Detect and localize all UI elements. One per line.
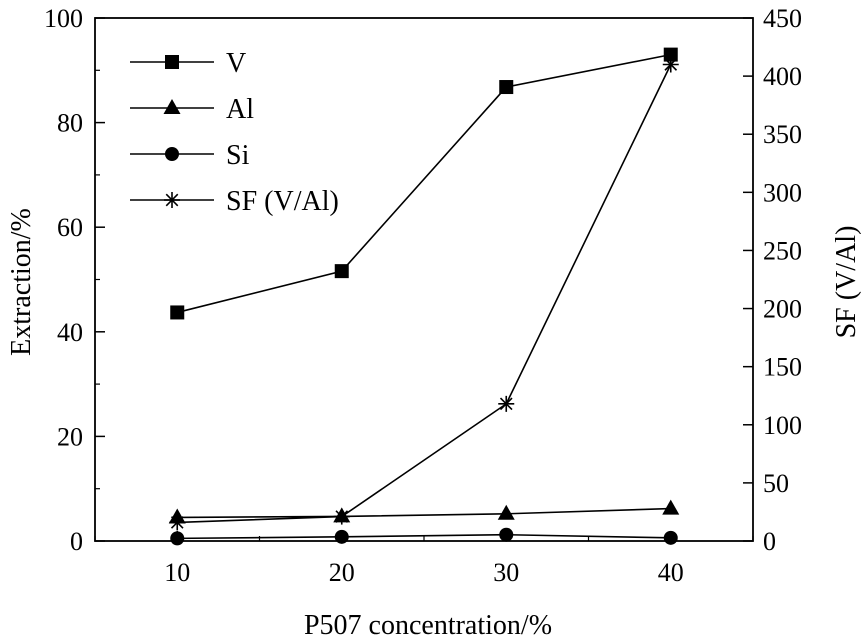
data-point-sf-v-al xyxy=(662,56,679,73)
asterisk-stroke xyxy=(499,397,513,411)
legend-label: Si xyxy=(226,140,250,171)
y2-tick-label: 300 xyxy=(763,178,802,207)
y2-tick-label: 200 xyxy=(763,295,802,324)
data-point-sf-v-al xyxy=(333,508,350,525)
legend-label: V xyxy=(226,48,246,79)
legend-marker xyxy=(165,147,179,161)
plot-frame xyxy=(94,17,754,542)
triangle-marker-shape xyxy=(163,99,181,114)
legend-label: Al xyxy=(226,94,254,125)
data-point-v xyxy=(170,305,185,320)
asterisk-stroke xyxy=(170,516,184,529)
y2-tick-label: 400 xyxy=(763,62,802,91)
y-tick-label: 100 xyxy=(44,4,83,33)
square-marker-shape xyxy=(334,264,349,279)
square-marker-shape xyxy=(499,80,514,95)
y2-axis-title: SF (V/Al) xyxy=(831,226,862,339)
square-marker-shape xyxy=(170,305,185,320)
asterisk-stroke xyxy=(335,510,349,523)
y2-tick-label: 0 xyxy=(763,527,776,556)
circle-marker-shape xyxy=(165,147,179,161)
legend-item-si: Si xyxy=(130,140,250,171)
y-tick-label: 40 xyxy=(57,318,83,347)
y-tick-label: 80 xyxy=(57,109,83,138)
triangle-marker-shape xyxy=(497,504,515,520)
series-line-sf-v-al xyxy=(177,64,672,524)
y2-tick-label: 250 xyxy=(763,236,802,265)
data-point-v xyxy=(663,47,678,62)
y-axis-title: Extraction/% xyxy=(6,208,37,356)
series-lines xyxy=(177,53,672,540)
x-tick-label: 20 xyxy=(329,558,355,587)
data-point-sf-v-al xyxy=(169,514,186,531)
series-line-al xyxy=(177,507,671,519)
legend-item-al: Al xyxy=(130,94,254,125)
legend-item-sf-v-al: SF (V/Al) xyxy=(130,186,339,217)
asterisk-stroke xyxy=(165,193,179,207)
y2-tick-label: 350 xyxy=(763,120,802,149)
y2-tick-label: 100 xyxy=(763,411,802,440)
y-tick-label: 0 xyxy=(70,527,83,556)
data-point-v xyxy=(334,264,349,279)
legend-marker xyxy=(164,192,180,208)
x-axis-title: P507 concentration/% xyxy=(304,610,552,641)
data-point-al xyxy=(497,504,515,520)
y2-tick-label: 150 xyxy=(763,353,802,382)
data-point-sf-v-al xyxy=(498,395,515,412)
asterisk-stroke xyxy=(664,58,678,71)
y-tick-label: 20 xyxy=(57,422,83,451)
triangle-marker-shape xyxy=(662,499,680,515)
data-point-v xyxy=(499,80,514,95)
data-point-al xyxy=(662,499,680,515)
y-tick-label: 60 xyxy=(57,213,83,242)
legend-marker xyxy=(165,55,179,69)
y2-tick-label: 50 xyxy=(763,469,789,498)
y2-tick-label: 450 xyxy=(763,4,802,33)
legend-label: SF (V/Al) xyxy=(226,186,339,217)
x-tick-label: 30 xyxy=(493,558,519,587)
x-tick-label: 40 xyxy=(658,558,684,587)
x-tick-label: 10 xyxy=(164,558,190,587)
square-marker-shape xyxy=(165,55,179,69)
square-marker-shape xyxy=(663,47,678,62)
legend-marker xyxy=(163,99,181,114)
legend: V Al Si SF (V/Al) xyxy=(130,48,339,217)
series-line-v xyxy=(177,53,671,314)
legend-item-v: V xyxy=(130,48,246,79)
axes: 10 20 30 4002040608010005010015020025030035… xyxy=(44,4,802,587)
